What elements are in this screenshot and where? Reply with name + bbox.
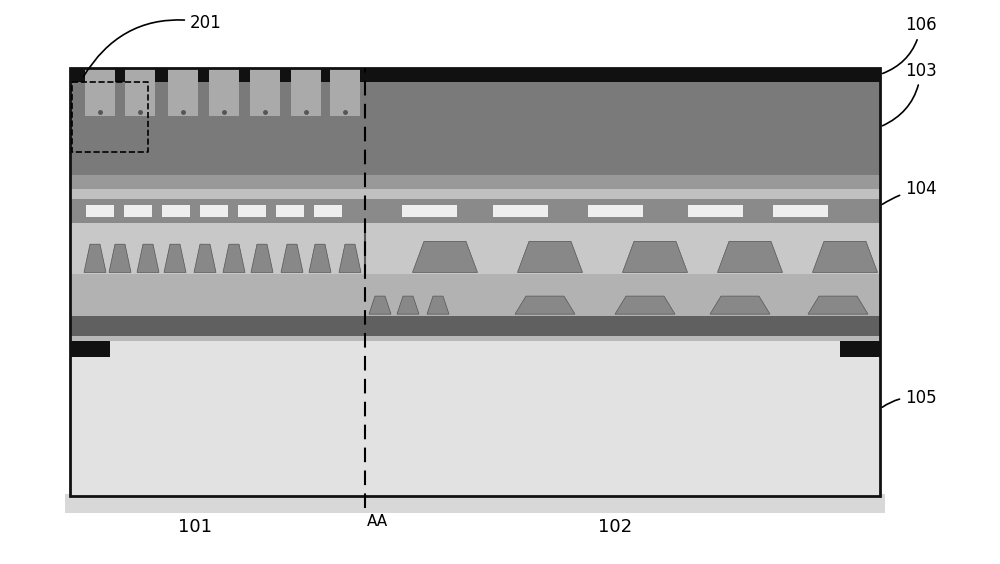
Polygon shape <box>339 244 361 272</box>
Polygon shape <box>413 241 478 272</box>
Polygon shape <box>84 244 106 272</box>
Polygon shape <box>137 244 159 272</box>
Polygon shape <box>622 241 688 272</box>
Bar <box>314 205 342 217</box>
Bar <box>773 205 828 217</box>
Bar <box>209 68 239 116</box>
Bar <box>85 68 115 116</box>
Bar <box>688 205 742 217</box>
Bar <box>70 316 880 336</box>
Bar <box>276 205 304 217</box>
Text: 101: 101 <box>178 518 212 536</box>
Polygon shape <box>223 244 245 272</box>
Polygon shape <box>164 244 186 272</box>
Text: 106: 106 <box>883 16 937 73</box>
Bar <box>168 68 198 116</box>
Bar <box>70 199 880 223</box>
Bar <box>162 205 190 217</box>
Bar <box>124 205 152 217</box>
Polygon shape <box>812 241 878 272</box>
Polygon shape <box>427 296 449 314</box>
Polygon shape <box>369 296 391 314</box>
Bar <box>70 274 880 316</box>
Text: AA: AA <box>367 514 388 529</box>
Polygon shape <box>808 296 868 314</box>
Bar <box>238 205 266 217</box>
Polygon shape <box>281 244 303 272</box>
Polygon shape <box>718 241 782 272</box>
Bar <box>330 68 360 116</box>
Text: 105: 105 <box>882 389 937 407</box>
Bar <box>250 68 280 116</box>
Bar <box>402 205 457 217</box>
Bar <box>70 341 110 357</box>
Text: 103: 103 <box>883 61 937 126</box>
Text: 201: 201 <box>83 14 222 77</box>
Text: 102: 102 <box>598 518 632 536</box>
Bar <box>70 341 880 496</box>
Bar <box>840 341 880 357</box>
Bar <box>70 68 880 496</box>
Polygon shape <box>397 296 419 314</box>
Polygon shape <box>194 244 216 272</box>
Bar <box>70 175 880 189</box>
Bar <box>70 336 880 341</box>
Bar <box>291 68 321 116</box>
Bar <box>125 68 155 116</box>
Bar <box>492 205 548 217</box>
Text: 104: 104 <box>882 180 937 204</box>
Bar <box>86 205 114 217</box>
Polygon shape <box>309 244 331 272</box>
Polygon shape <box>515 296 575 314</box>
Bar <box>70 223 880 274</box>
Polygon shape <box>109 244 131 272</box>
Polygon shape <box>615 296 675 314</box>
Polygon shape <box>518 241 582 272</box>
Bar <box>70 189 880 199</box>
Bar <box>70 82 880 175</box>
Bar <box>70 68 880 82</box>
Polygon shape <box>251 244 273 272</box>
Bar <box>588 205 642 217</box>
Polygon shape <box>710 296 770 314</box>
Bar <box>65 494 885 513</box>
Bar <box>200 205 228 217</box>
